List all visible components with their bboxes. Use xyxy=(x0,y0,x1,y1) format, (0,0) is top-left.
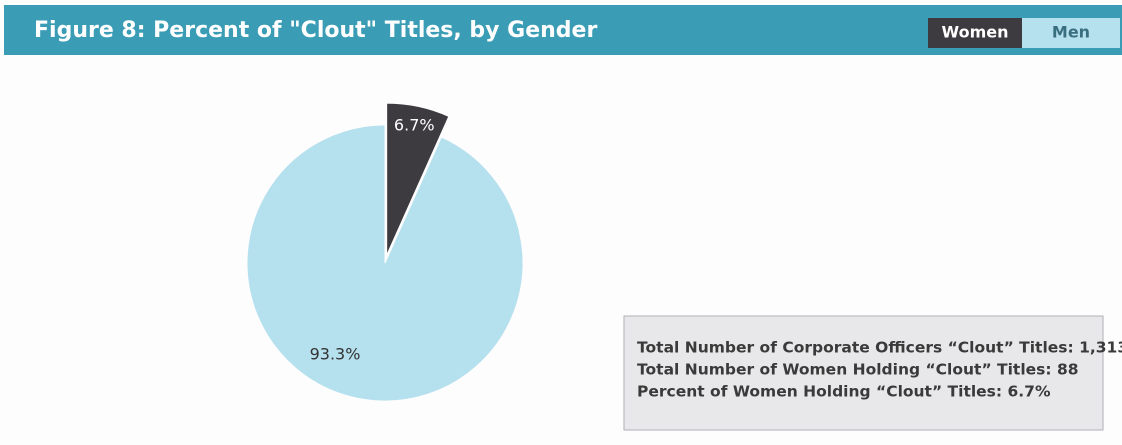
legend-swatch xyxy=(1022,18,1120,48)
legend-label: Men xyxy=(1052,23,1090,42)
legend-swatch xyxy=(928,18,1022,48)
stats-box xyxy=(623,315,1104,431)
slice-label: 93.3% xyxy=(310,345,361,364)
stats-line: Percent of Women Holding “Clout” Titles:… xyxy=(637,383,1051,401)
legend-label: Women xyxy=(942,23,1009,42)
chart-title: Figure 8: Percent of "Clout" Titles, by … xyxy=(34,18,597,43)
pie: 6.7% 93.3% xyxy=(246,102,524,402)
slice-label: 6.7% xyxy=(394,116,435,135)
stats-line: Total Number of Corporate Officers “Clou… xyxy=(637,339,1122,357)
pie-slice xyxy=(386,102,450,256)
pie-slice xyxy=(246,124,524,402)
stats-line: Total Number of Women Holding “Clout” Ti… xyxy=(637,361,1079,379)
legend: Women Men xyxy=(928,18,1120,48)
